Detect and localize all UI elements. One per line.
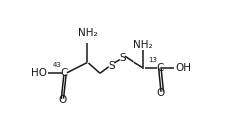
Text: O: O: [157, 88, 165, 98]
Text: NH₂: NH₂: [133, 40, 153, 51]
Text: HO: HO: [31, 68, 47, 78]
Text: NH₂: NH₂: [78, 28, 97, 38]
Text: O: O: [58, 95, 67, 105]
Text: C: C: [61, 68, 68, 78]
Text: S: S: [119, 53, 126, 63]
Text: OH: OH: [175, 63, 191, 72]
Text: C: C: [156, 63, 164, 72]
Text: S: S: [108, 61, 115, 71]
Text: 13: 13: [148, 57, 157, 63]
Text: 43: 43: [53, 62, 62, 68]
